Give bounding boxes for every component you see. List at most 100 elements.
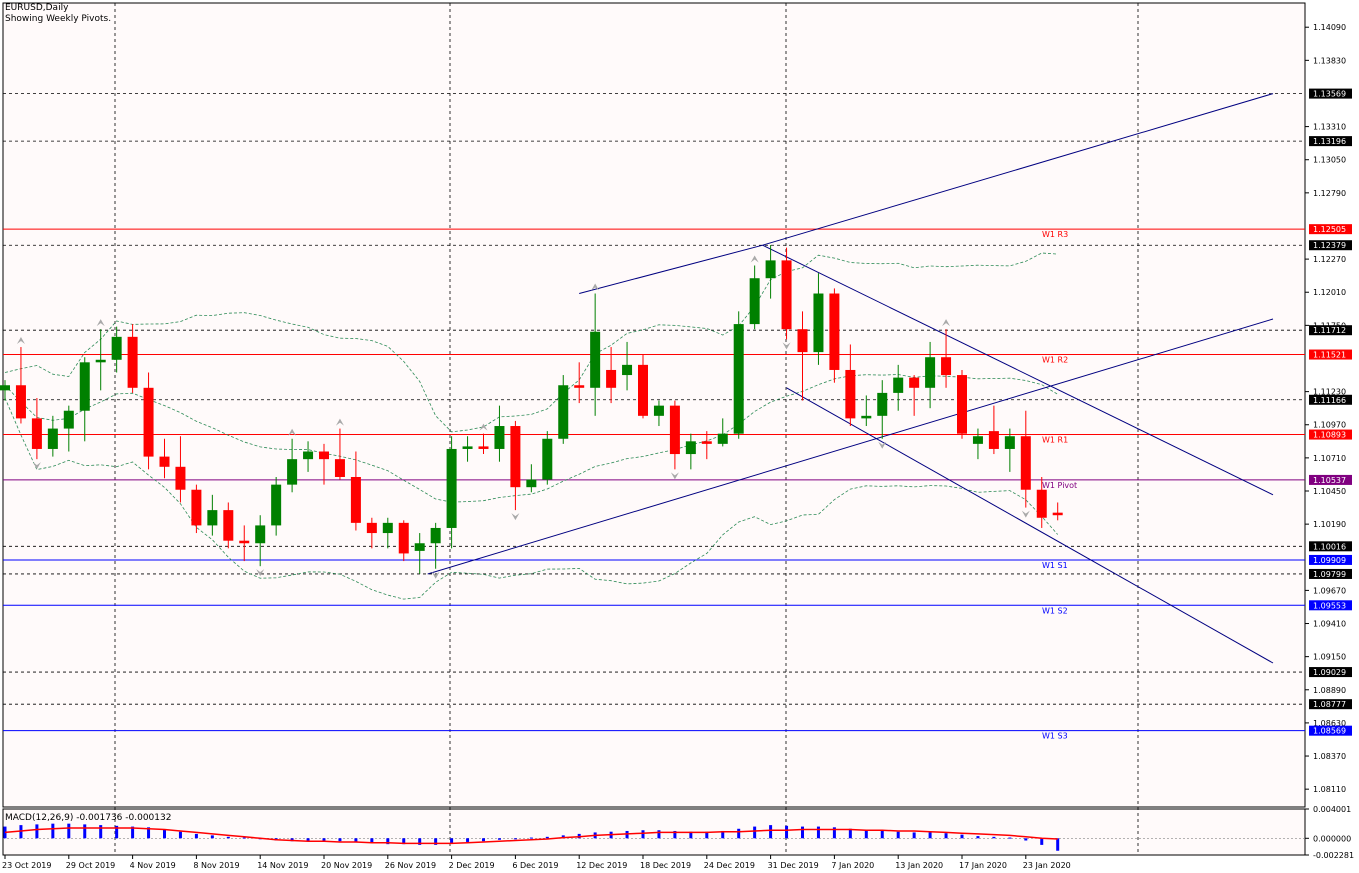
pivot-badge-label: 1.09909	[1313, 556, 1346, 565]
y-tick-label: 1.12270	[1313, 255, 1346, 264]
candle	[303, 441, 314, 472]
candle-body	[925, 357, 936, 388]
macd-bar	[370, 838, 374, 843]
level-badge-label: 1.13196	[1313, 137, 1346, 146]
macd-bar	[641, 830, 645, 839]
fractal-up-icon	[942, 319, 951, 327]
pivot-badge-label: 1.12505	[1313, 225, 1346, 234]
candle-body	[749, 278, 760, 325]
x-tick-label: 20 Nov 2019	[321, 861, 372, 870]
macd-y-tick-label: -0.002281	[1313, 851, 1354, 860]
macd-bar	[816, 826, 820, 839]
candle-body	[685, 441, 696, 455]
candle-body	[462, 446, 473, 449]
x-tick-label: 2 Dec 2019	[449, 861, 495, 870]
chart-subtitle: Showing Weekly Pivots.	[5, 14, 112, 24]
level-badge-box	[1309, 699, 1352, 710]
candle-body	[143, 387, 154, 457]
macd-bar	[418, 838, 422, 845]
candle-body	[669, 405, 680, 455]
candle	[478, 433, 489, 455]
level-badge: 1.13569	[1309, 88, 1352, 99]
macd-bar	[721, 830, 725, 839]
macd-bar	[769, 825, 773, 839]
candle	[15, 347, 26, 424]
x-tick-label: 13 Jan 2020	[895, 861, 943, 870]
candle-body	[893, 377, 904, 393]
y-tick-label: 1.11230	[1313, 388, 1346, 397]
candle	[638, 354, 648, 419]
pivot-label: W1 S2	[1042, 606, 1068, 615]
fractal-down-icon	[256, 569, 265, 577]
y-tick-label: 1.08110	[1313, 785, 1346, 794]
pivot-label: W1 R3	[1042, 230, 1068, 239]
candle-body	[350, 476, 361, 523]
macd-bar	[466, 838, 470, 842]
macd-bar	[434, 838, 438, 845]
macd-bar	[322, 838, 326, 841]
candle-body	[590, 331, 601, 388]
macd-bar	[482, 838, 485, 842]
y-tick-label: 1.10970	[1313, 421, 1346, 430]
candle	[175, 436, 186, 503]
candle	[79, 357, 90, 442]
x-tick-label: 23 Oct 2019	[2, 861, 51, 870]
pivot-badge: 1.10537	[1309, 474, 1352, 485]
y-tick-label: 1.10710	[1313, 454, 1346, 463]
price-pane	[2, 2, 1306, 808]
candle	[462, 436, 473, 462]
candle-body	[255, 525, 266, 544]
candle-body	[781, 260, 792, 330]
level-badge: 1.10016	[1309, 541, 1352, 552]
level-badge-box	[1309, 325, 1352, 336]
macd-y-tick-label: 0.000000	[1313, 834, 1351, 843]
fractal-down-icon	[670, 472, 679, 480]
candle-body	[159, 456, 170, 467]
pivot-label: W1 Pivot	[1042, 481, 1077, 490]
level-badge-box	[1309, 568, 1352, 579]
pivot-badge: 1.09909	[1309, 554, 1352, 565]
pivot-badge: 1.09553	[1309, 600, 1352, 611]
candle-body	[813, 293, 824, 353]
pivot-label: W1 R1	[1042, 436, 1068, 445]
candle	[574, 362, 585, 404]
macd-bar	[785, 825, 789, 839]
candle	[510, 420, 521, 511]
level-badge-box	[1309, 88, 1352, 99]
candle	[334, 428, 345, 480]
candle	[494, 405, 505, 462]
macd-bar	[832, 827, 836, 839]
candle	[685, 433, 696, 470]
candle-body	[207, 510, 218, 526]
macd-bar	[115, 825, 119, 839]
x-tick-label: 29 Oct 2019	[66, 861, 115, 870]
level-badge-box	[1309, 394, 1352, 405]
candle-body	[175, 466, 186, 490]
candle	[1036, 476, 1047, 528]
macd-bar	[147, 827, 151, 839]
macd-bar	[976, 836, 980, 839]
level-badge-label: 1.08777	[1313, 700, 1346, 709]
candle	[1020, 410, 1031, 508]
macd-bar	[545, 836, 549, 839]
level-badge: 1.12379	[1309, 240, 1352, 251]
y-tick-label: 1.13830	[1313, 56, 1346, 65]
candle	[972, 428, 983, 460]
macd-bar	[529, 837, 533, 839]
macd-bar	[99, 825, 103, 839]
pivot-badge-box	[1309, 224, 1352, 235]
candle-body	[717, 433, 728, 444]
macd-bar	[194, 833, 198, 839]
candle-body	[606, 369, 617, 388]
candle	[813, 273, 824, 365]
y-tick-label: 1.09410	[1313, 620, 1346, 629]
macd-bar	[178, 831, 182, 839]
candle-body	[574, 385, 585, 388]
y-tick-label: 1.10450	[1313, 487, 1346, 496]
macd-bar	[912, 832, 916, 839]
fractal-down-icon	[782, 342, 791, 350]
candle	[207, 494, 218, 536]
level-badge-box	[1309, 136, 1352, 147]
macd-bar	[737, 828, 741, 839]
candle	[350, 451, 361, 531]
